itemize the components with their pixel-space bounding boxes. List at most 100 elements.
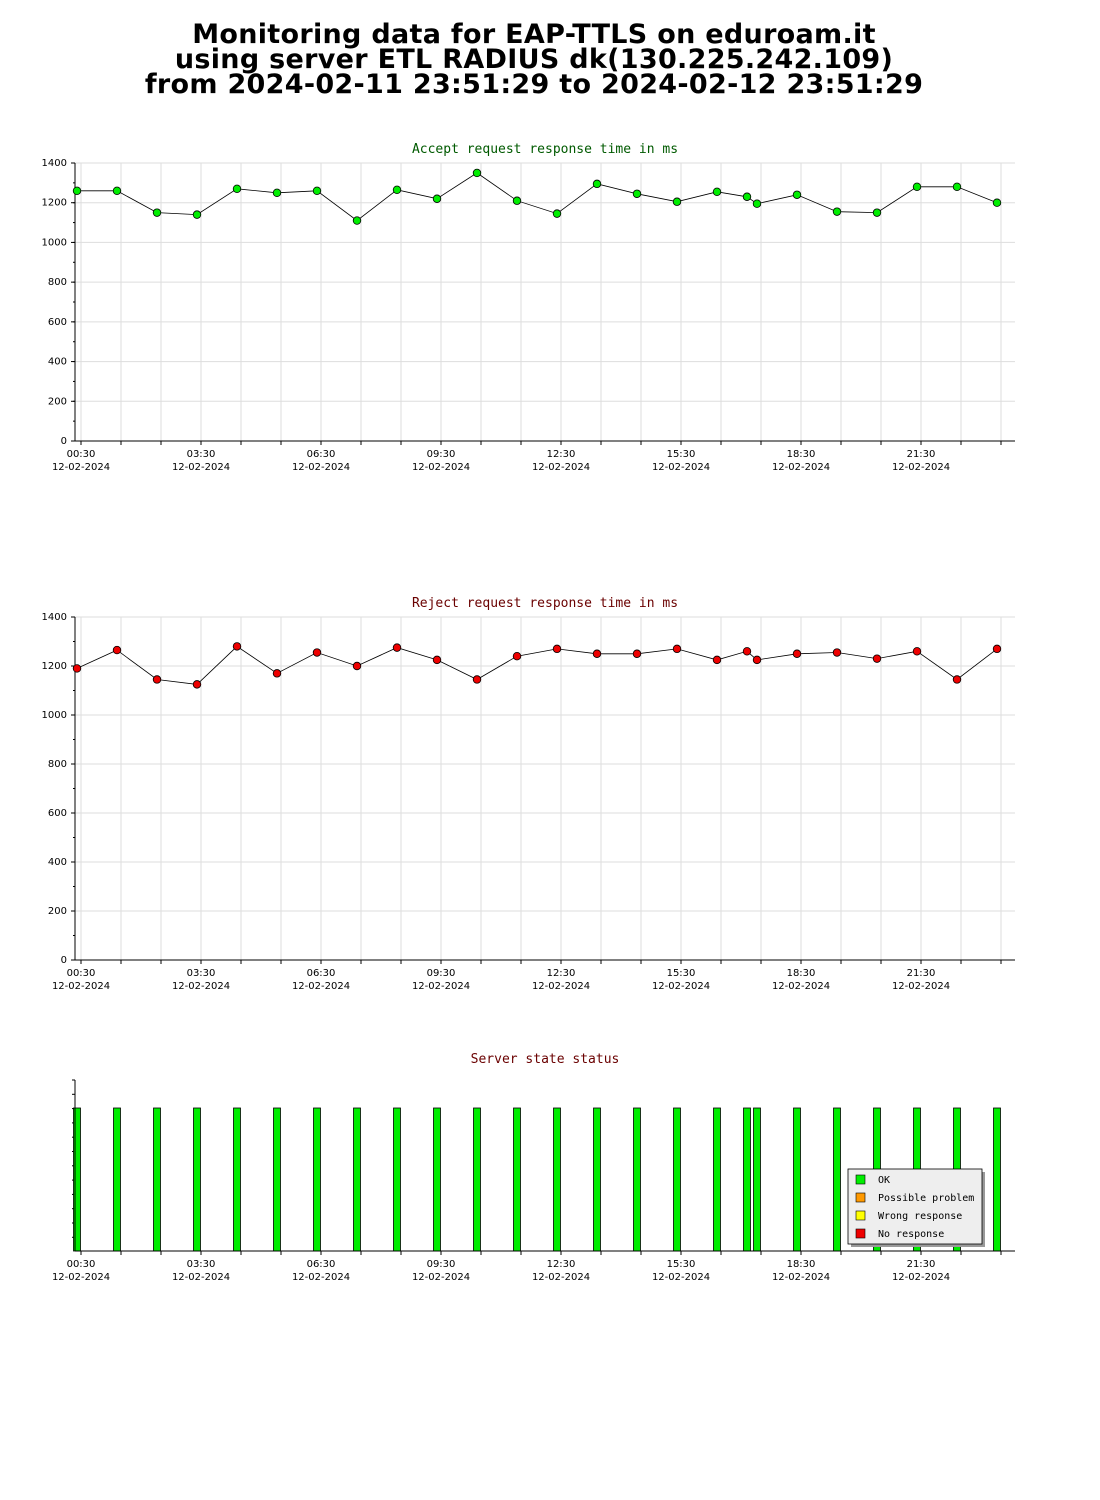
- status-bar: [473, 1107, 481, 1252]
- status-bar: [313, 1107, 321, 1252]
- legend-label: No response: [878, 1229, 944, 1240]
- x-tick-time: 18:30: [787, 449, 816, 460]
- status-bar: [553, 1107, 561, 1252]
- status-bar: [113, 1107, 121, 1252]
- y-tick-label: 600: [48, 317, 67, 328]
- x-tick-date: 12-02-2024: [652, 981, 710, 992]
- data-point: [952, 182, 962, 192]
- legend-box: [847, 1168, 983, 1245]
- legend-swatch: [855, 1228, 866, 1239]
- y-tick-label: 1000: [42, 710, 67, 721]
- data-point: [912, 182, 922, 192]
- x-tick-time: 15:30: [667, 1259, 696, 1270]
- series-line: [77, 172, 998, 222]
- data-point: [232, 642, 242, 651]
- x-tick-time: 00:30: [67, 449, 96, 460]
- accept-response-time-chart: Accept request response time in ms 0 200 40…: [42, 142, 1015, 473]
- status-bar: [673, 1107, 681, 1252]
- x-tick-date: 12-02-2024: [172, 1272, 230, 1283]
- data-point: [752, 655, 762, 665]
- title-line-3: from 2024-02-11 23:51:29 to 2024-02-12 2…: [144, 69, 924, 100]
- chart-title: Server state status: [471, 1052, 620, 1067]
- data-point: [832, 648, 842, 657]
- status-bar: [353, 1107, 361, 1252]
- series-line: [76, 645, 998, 685]
- data-point: [312, 186, 322, 195]
- data-point: [72, 664, 82, 673]
- chart-title: Accept request response time in ms: [412, 142, 678, 157]
- data-point: [112, 186, 122, 195]
- data-point: [272, 669, 282, 678]
- data-point: [512, 196, 522, 205]
- data-point: [872, 208, 882, 217]
- data-point: [832, 207, 842, 216]
- x-tick-date: 12-02-2024: [772, 1272, 830, 1283]
- x-tick-time: 06:30: [307, 1259, 336, 1270]
- x-tick-time: 12:30: [547, 449, 576, 460]
- data-point: [742, 647, 752, 656]
- data-point: [392, 643, 402, 652]
- title-line-2: using server ETL RADIUS dk(130.225.242.1…: [174, 44, 894, 75]
- chart-title: Reject request response time in ms: [412, 596, 678, 611]
- data-point: [872, 654, 882, 663]
- x-tick-date: 12-02-2024: [292, 981, 350, 992]
- x-tick-time: 12:30: [547, 1259, 576, 1270]
- x-tick-time: 15:30: [667, 968, 696, 979]
- status-bar: [193, 1107, 201, 1252]
- data-point: [672, 644, 682, 654]
- x-tick-time: 03:30: [187, 968, 216, 979]
- data-point: [352, 661, 362, 671]
- data-point: [742, 192, 752, 201]
- x-tick-time: 06:30: [307, 449, 336, 460]
- page-title: Monitoring data for EAP-TTLS on eduroam.…: [0, 21, 1068, 100]
- data-point: [912, 647, 922, 656]
- status-bar: [393, 1107, 401, 1252]
- data-point: [472, 675, 482, 684]
- y-tick-label: 200: [48, 906, 67, 917]
- x-tick-date: 12-02-2024: [172, 462, 230, 473]
- status-bar: [593, 1107, 601, 1252]
- data-point: [992, 198, 1002, 207]
- status-bar: [513, 1107, 521, 1252]
- x-tick-date: 12-02-2024: [292, 462, 350, 473]
- x-tick-date: 12-02-2024: [532, 1272, 590, 1283]
- status-bar: [153, 1107, 161, 1252]
- data-point: [592, 649, 602, 658]
- x-tick-date: 12-02-2024: [292, 1272, 350, 1283]
- legend-label: Possible problem: [878, 1193, 974, 1204]
- y-tick-label: 1200: [42, 198, 67, 209]
- x-tick-date: 12-02-2024: [772, 462, 830, 473]
- data-point: [192, 210, 202, 219]
- data-point: [152, 675, 162, 684]
- data-point: [72, 186, 82, 195]
- status-bar: [993, 1107, 1001, 1252]
- x-tick-date: 12-02-2024: [532, 462, 590, 473]
- y-tick-label: 0: [61, 436, 67, 447]
- data-point: [792, 649, 802, 658]
- y-tick-label: 1400: [42, 612, 67, 623]
- data-point: [152, 208, 162, 217]
- status-bar: [753, 1107, 761, 1252]
- x-tick-time: 09:30: [427, 1259, 456, 1270]
- data-point: [432, 655, 442, 665]
- y-tick-label: 800: [48, 759, 67, 770]
- y-tick-label: 1000: [42, 237, 67, 248]
- data-point: [632, 649, 642, 658]
- status-bar: [833, 1107, 841, 1252]
- x-tick-time: 09:30: [427, 968, 456, 979]
- x-tick-time: 03:30: [187, 1259, 216, 1270]
- status-bar: [273, 1107, 281, 1252]
- status-bar: [433, 1107, 441, 1252]
- data-point: [712, 187, 722, 196]
- x-tick-date: 12-02-2024: [772, 981, 830, 992]
- x-tick-date: 12-02-2024: [52, 1272, 110, 1283]
- y-tick-label: 200: [48, 396, 67, 407]
- data-point: [712, 655, 722, 665]
- data-point: [552, 209, 562, 218]
- legend-swatch: [855, 1192, 866, 1203]
- y-tick-label: 600: [48, 808, 67, 819]
- data-point: [752, 199, 762, 208]
- status-bar: [233, 1107, 241, 1252]
- x-tick-date: 12-02-2024: [652, 462, 710, 473]
- data-point: [192, 680, 202, 689]
